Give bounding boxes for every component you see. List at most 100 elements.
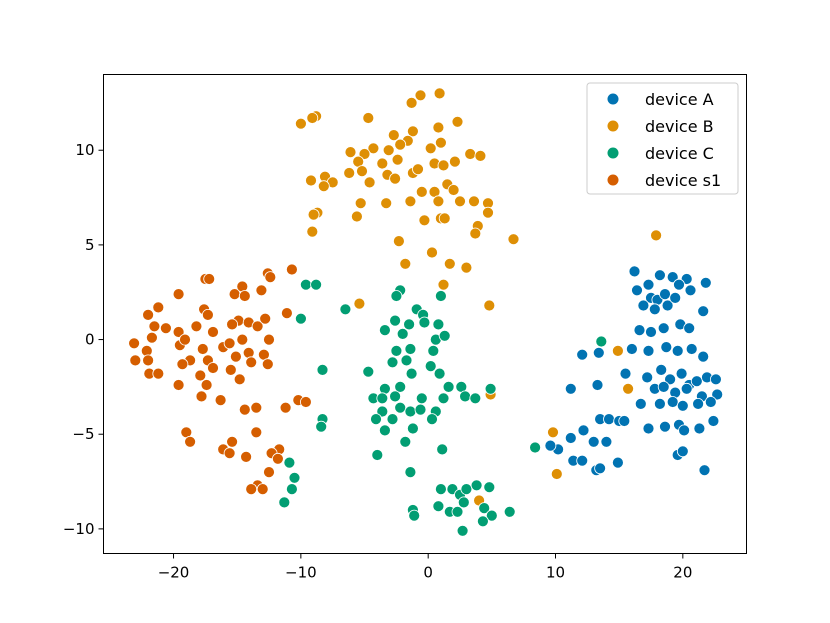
- y-tick-label: 10: [75, 141, 94, 159]
- point-device-a: [576, 454, 589, 467]
- point-device-b: [443, 257, 456, 270]
- point-device-c: [451, 505, 464, 518]
- axis-ticks: −20 −10 0 10 20 −10 −5 0 5 10: [63, 141, 693, 581]
- point-device-c: [386, 356, 399, 369]
- point-device-a: [564, 432, 577, 444]
- point-device-a: [693, 422, 706, 435]
- point-device-b: [363, 176, 376, 189]
- point-device-a: [673, 278, 685, 291]
- point-device-s1: [200, 379, 213, 391]
- point-device-c: [442, 380, 455, 393]
- point-device-a: [628, 265, 641, 278]
- point-device-a: [659, 420, 671, 433]
- point-device-b: [350, 210, 363, 223]
- legend-label-device-c: device C: [645, 144, 714, 163]
- point-device-b: [305, 174, 317, 187]
- point-device-b: [468, 195, 480, 208]
- point-device-b: [437, 278, 450, 291]
- point-device-s1: [233, 373, 246, 386]
- point-device-b: [353, 297, 366, 310]
- point-device-c: [469, 392, 482, 405]
- point-device-c: [404, 466, 417, 479]
- point-device-a: [631, 284, 643, 297]
- point-device-c: [390, 290, 403, 302]
- point-device-a: [564, 382, 577, 395]
- point-device-b: [447, 184, 460, 196]
- point-device-b: [317, 180, 330, 193]
- point-device-a: [710, 373, 722, 386]
- point-device-c: [394, 380, 407, 393]
- point-device-a: [619, 367, 632, 380]
- point-device-a: [626, 343, 638, 355]
- point-device-c: [370, 413, 382, 426]
- point-device-a: [678, 424, 690, 437]
- point-device-a: [680, 382, 693, 395]
- point-device-c: [433, 367, 446, 380]
- point-device-b: [391, 153, 404, 166]
- point-device-s1: [179, 333, 191, 346]
- point-device-a: [642, 422, 655, 435]
- point-device-b: [306, 112, 319, 124]
- point-device-a: [642, 344, 655, 357]
- point-device-a: [655, 363, 668, 376]
- point-device-s1: [263, 333, 275, 346]
- point-device-a: [697, 350, 710, 363]
- point-device-s1: [142, 354, 155, 367]
- point-device-b: [394, 138, 407, 151]
- point-device-b: [622, 382, 634, 395]
- point-device-b: [376, 157, 389, 170]
- point-device-c: [294, 312, 307, 325]
- point-device-c: [432, 500, 445, 513]
- point-device-b: [380, 197, 393, 210]
- point-device-s1: [238, 290, 251, 302]
- point-device-b: [343, 167, 356, 179]
- point-device-b: [454, 195, 466, 208]
- point-device-a: [666, 396, 679, 408]
- point-device-c: [288, 471, 301, 484]
- point-device-c: [315, 420, 328, 433]
- x-tick-label: 20: [673, 564, 692, 582]
- point-device-a: [618, 415, 631, 427]
- point-device-c: [376, 392, 389, 405]
- y-tick-label: −5: [72, 425, 94, 443]
- point-device-c: [456, 524, 469, 537]
- point-device-b: [382, 144, 395, 157]
- point-device-s1: [152, 301, 165, 314]
- plot-frame: [103, 74, 747, 554]
- y-tick-label: 0: [85, 331, 95, 349]
- point-device-a: [544, 439, 557, 452]
- point-device-a: [711, 388, 724, 401]
- point-device-b: [414, 89, 427, 102]
- point-device-a: [704, 396, 717, 408]
- point-device-s1: [250, 401, 263, 414]
- point-device-c: [362, 365, 375, 378]
- point-device-s1: [223, 447, 236, 460]
- point-device-b: [474, 149, 487, 162]
- point-device-a: [600, 435, 613, 448]
- point-device-s1: [240, 450, 253, 463]
- point-device-s1: [172, 379, 185, 391]
- point-device-c: [503, 505, 516, 518]
- point-device-c: [437, 392, 450, 405]
- point-device-s1: [259, 312, 272, 325]
- point-device-a: [592, 346, 605, 359]
- point-device-c: [285, 483, 298, 496]
- point-device-c: [316, 363, 329, 376]
- point-device-a: [676, 399, 689, 412]
- point-device-b: [448, 155, 461, 168]
- point-device-c: [396, 327, 409, 340]
- point-device-s1: [226, 435, 239, 448]
- point-device-b: [354, 197, 367, 210]
- point-device-s1: [142, 308, 155, 321]
- point-device-b: [387, 129, 400, 142]
- point-device-s1: [224, 363, 237, 376]
- point-device-s1: [194, 369, 207, 382]
- point-device-c: [459, 390, 472, 403]
- point-device-c: [426, 413, 438, 426]
- legend-marker-device-a: [607, 93, 619, 105]
- point-device-b: [424, 142, 437, 155]
- point-device-a: [594, 462, 606, 475]
- point-device-c: [432, 318, 445, 331]
- point-device-s1: [203, 273, 216, 285]
- point-device-a: [660, 341, 673, 354]
